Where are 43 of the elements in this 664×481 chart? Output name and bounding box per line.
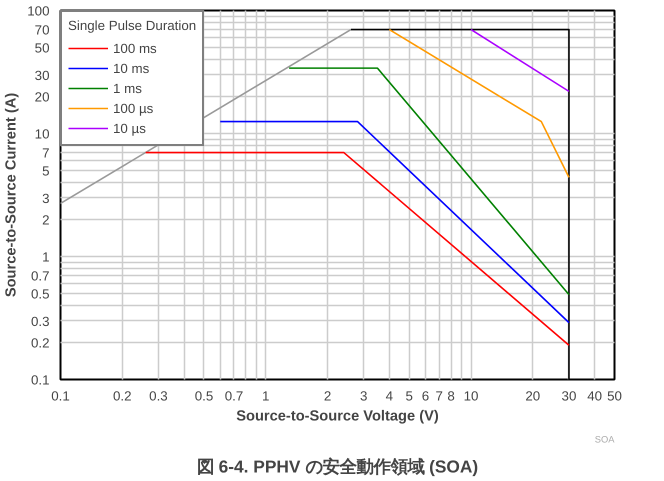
x-tick-label: 20 [525,388,540,404]
y-tick-label: 10 [34,126,50,142]
y-tick-label: 100 [27,4,50,18]
x-tick-label: 3 [360,388,368,404]
x-tick-label: 0.2 [113,388,132,404]
y-tick-label: 2 [42,212,50,228]
y-axis-title: Source-to-Source Current (A) [3,92,20,298]
x-tick-label: 0.3 [149,388,168,404]
x-tick-label: 4 [386,388,394,404]
text: SOA [594,434,616,444]
legend-label: 1 ms [113,80,142,96]
x-tick-label: 0.5 [194,388,214,404]
text: 図 6-4. PPHV の安全動作領域 (SOA) [196,456,478,476]
x-tick-label: 1 [262,388,270,404]
x-tick-label: 6 [422,388,430,404]
y-tick-label: 0.1 [30,372,50,388]
x-tick-label: 30 [562,388,576,404]
legend-label: 10 µs [113,120,146,136]
y-tick-label: 0.3 [30,314,50,329]
legend-label: 100 µs [113,100,154,116]
x-tick-label: 50 [607,388,622,404]
y-tick-label: 70 [34,22,50,38]
legend-label: 100 ms [113,40,157,56]
legend-title: Single Pulse Duration [68,18,196,33]
x-tick-label: 0.7 [224,388,244,404]
y-tick-label: 5 [42,164,50,179]
legend-label: 10 ms [113,60,150,76]
x-tick-label: 10 [464,388,478,404]
x-tick-label: 2 [324,388,332,404]
x-tick-label: 7 [436,388,443,404]
x-tick-label: 5 [406,388,413,404]
y-tick-label: 0.2 [30,335,50,350]
y-tick-label: 3 [42,190,50,206]
x-axis-title: Source-to-Source Voltage (V) [236,408,439,424]
y-tick-label: 20 [34,89,50,104]
y-tick-label: 0.7 [30,268,50,284]
x-tick-label: 8 [447,388,455,404]
y-tick-label: 0.5 [30,286,50,302]
y-tick-label: 50 [34,40,50,56]
y-tick-label: 1 [42,250,50,264]
x-tick-label: 40 [587,388,602,404]
y-tick-label: 30 [34,68,50,83]
y-tick-label: 7 [42,146,50,161]
